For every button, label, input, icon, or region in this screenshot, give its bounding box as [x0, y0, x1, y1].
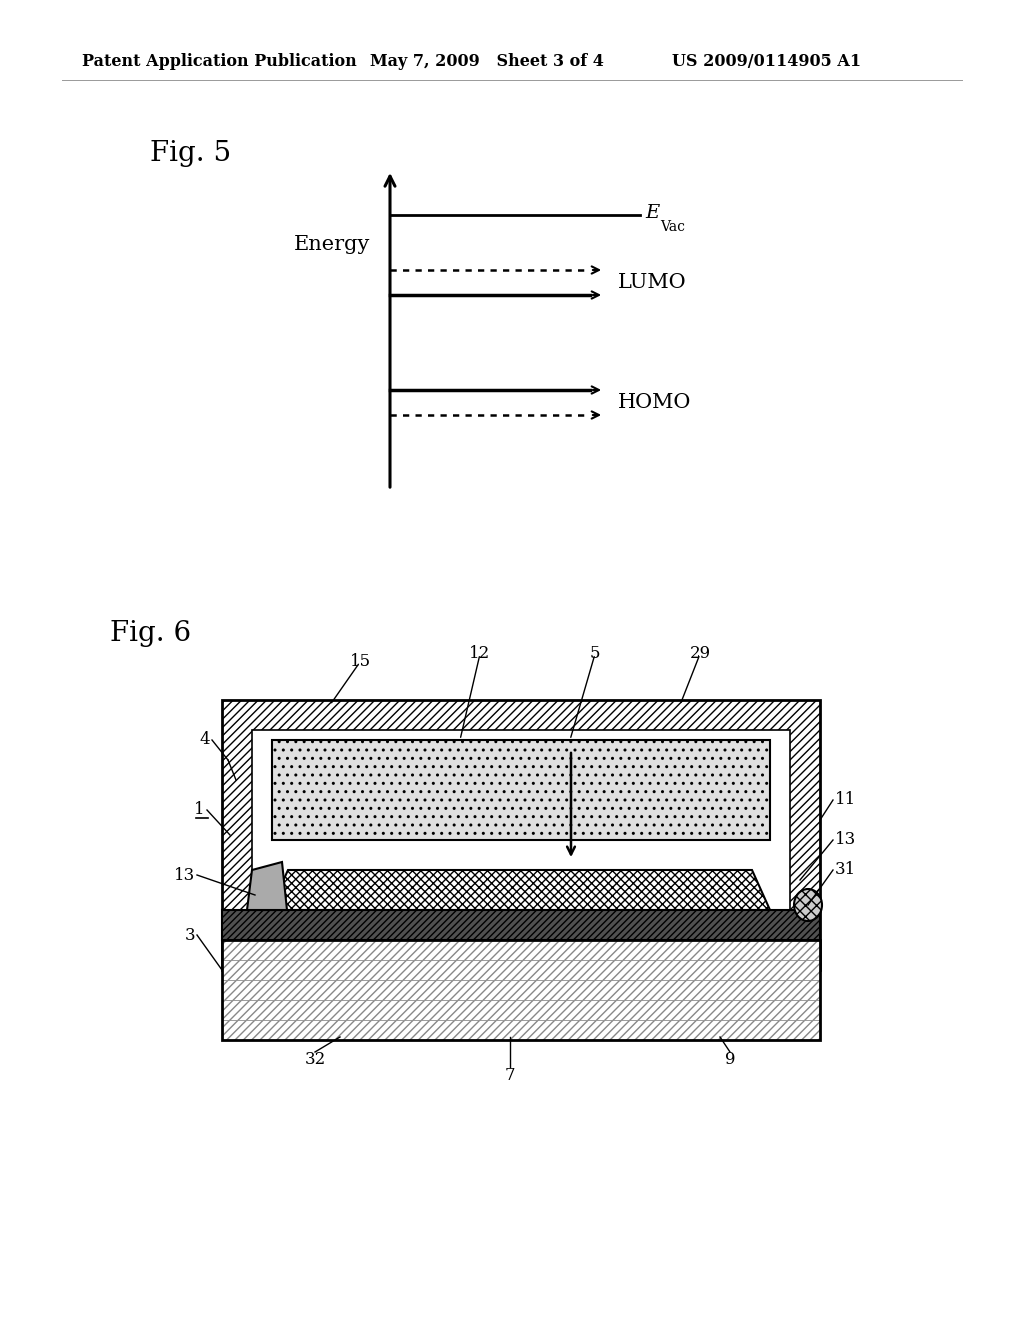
Text: 32: 32 — [304, 1052, 326, 1068]
Text: 1: 1 — [195, 801, 205, 818]
Text: Fig. 5: Fig. 5 — [150, 140, 231, 168]
Bar — [222, 960, 820, 979]
Bar — [222, 1001, 820, 1020]
Bar — [222, 909, 820, 940]
Text: Fig. 6: Fig. 6 — [110, 620, 191, 647]
Text: 4: 4 — [200, 731, 210, 748]
Text: Energy: Energy — [294, 235, 370, 255]
Text: May 7, 2009   Sheet 3 of 4: May 7, 2009 Sheet 3 of 4 — [370, 54, 604, 70]
Bar — [272, 741, 770, 840]
Bar — [790, 700, 820, 970]
Bar — [222, 940, 820, 970]
Text: E: E — [645, 205, 659, 222]
Bar — [222, 940, 820, 1040]
Text: Patent Application Publication: Patent Application Publication — [82, 54, 356, 70]
Text: Vac: Vac — [660, 220, 685, 234]
Text: 5: 5 — [590, 645, 600, 663]
Text: 31: 31 — [835, 862, 856, 879]
Text: 13: 13 — [174, 866, 195, 883]
Text: US 2009/0114905 A1: US 2009/0114905 A1 — [672, 54, 861, 70]
Text: 7: 7 — [505, 1067, 515, 1084]
Text: 11: 11 — [835, 792, 856, 808]
Bar — [252, 730, 790, 940]
Ellipse shape — [794, 888, 822, 921]
Polygon shape — [247, 862, 287, 909]
Bar — [222, 700, 820, 730]
Text: 12: 12 — [469, 645, 490, 663]
Bar — [222, 940, 820, 960]
Text: 15: 15 — [349, 653, 371, 671]
Polygon shape — [270, 870, 770, 909]
Text: 13: 13 — [835, 832, 856, 849]
Text: 29: 29 — [689, 645, 711, 663]
Text: HOMO: HOMO — [618, 392, 691, 412]
Bar — [222, 979, 820, 1001]
Bar — [222, 1020, 820, 1040]
Text: 3: 3 — [184, 927, 195, 944]
Text: LUMO: LUMO — [618, 272, 687, 292]
Bar — [222, 700, 252, 970]
Text: 9: 9 — [725, 1052, 735, 1068]
Bar — [222, 700, 820, 970]
